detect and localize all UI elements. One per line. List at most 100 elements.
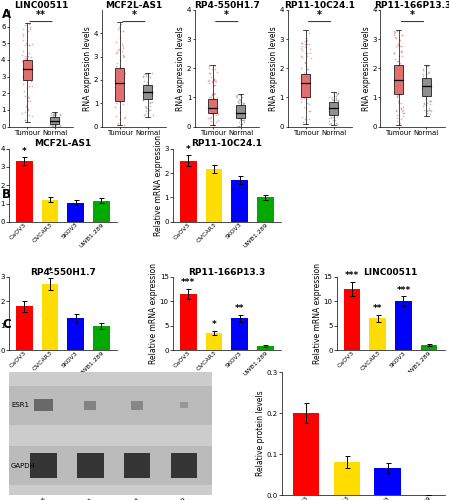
Point [208, 102, 216, 110]
Point [325, 94, 332, 102]
Point [19, 80, 26, 88]
Text: A: A [2, 8, 11, 20]
Point [121, 114, 128, 122]
Point [394, 118, 401, 126]
Point [143, 103, 150, 111]
Bar [42, 284, 58, 350]
Point [394, 57, 401, 65]
Point [298, 52, 305, 60]
Bar [208, 99, 217, 114]
Point [299, 113, 306, 121]
Point [52, 122, 59, 130]
Point [21, 76, 28, 84]
Point [307, 54, 314, 62]
Point [143, 78, 150, 86]
Point [211, 89, 219, 97]
Point [50, 112, 57, 120]
Point [239, 99, 247, 107]
Point [211, 62, 219, 70]
Point [333, 98, 340, 106]
Point [116, 114, 123, 122]
Point [23, 66, 31, 74]
Y-axis label: Relative mRNA expression: Relative mRNA expression [149, 263, 158, 364]
Point [120, 52, 128, 60]
Y-axis label: RNA expression levels: RNA expression levels [269, 26, 278, 110]
Point [239, 120, 246, 128]
Point [398, 116, 405, 124]
Point [27, 72, 35, 80]
Bar [231, 180, 248, 222]
Point [111, 102, 119, 110]
Point [238, 93, 246, 101]
Point [118, 73, 125, 81]
Point [141, 86, 148, 94]
Point [119, 27, 127, 35]
Bar [16, 162, 33, 222]
Point [149, 69, 156, 77]
Point [392, 106, 400, 114]
Point [422, 96, 429, 104]
Bar [236, 104, 245, 118]
Point [25, 82, 32, 90]
Bar [394, 66, 403, 94]
Point [303, 36, 310, 44]
Point [299, 39, 306, 47]
Point [117, 56, 124, 64]
Point [207, 73, 214, 81]
Point [206, 69, 213, 77]
Point [239, 100, 247, 108]
Title: RP4-550H1.7: RP4-550H1.7 [30, 268, 96, 277]
Point [19, 72, 26, 80]
Point [240, 100, 247, 108]
Point [394, 98, 401, 106]
Point [392, 33, 399, 41]
Point [210, 102, 217, 110]
Point [144, 82, 151, 90]
Point [24, 52, 31, 60]
Point [239, 116, 246, 124]
Point [19, 57, 26, 65]
Point [302, 43, 309, 51]
Bar [42, 200, 58, 222]
Point [211, 75, 218, 83]
Point [305, 82, 312, 90]
Point [208, 66, 216, 74]
Point [297, 98, 304, 106]
Point [56, 116, 63, 124]
Point [398, 47, 405, 55]
Point [112, 82, 119, 90]
Point [209, 89, 216, 97]
Y-axis label: Relative mRNA expression: Relative mRNA expression [154, 134, 163, 235]
Bar [50, 118, 59, 124]
Point [424, 80, 431, 88]
Point [330, 108, 337, 116]
Point [329, 107, 336, 115]
Point [54, 118, 61, 126]
Text: *: * [410, 10, 415, 20]
Point [304, 92, 312, 100]
Point [113, 59, 120, 67]
Point [140, 72, 147, 80]
Point [149, 111, 156, 119]
Point [333, 106, 340, 114]
Point [333, 90, 340, 98]
Point [207, 108, 214, 116]
Point [50, 114, 57, 122]
Point [140, 112, 147, 120]
Point [394, 111, 401, 119]
Point [50, 111, 57, 119]
Point [304, 64, 311, 72]
Point [235, 98, 242, 106]
Point [426, 86, 433, 94]
Point [334, 102, 341, 110]
Point [19, 25, 26, 33]
Point [325, 114, 332, 122]
Point [303, 34, 310, 42]
Point [305, 76, 313, 84]
Text: C: C [2, 318, 11, 330]
Point [399, 68, 406, 76]
Point [394, 84, 401, 92]
Point [423, 100, 431, 108]
Point [327, 111, 335, 119]
Point [335, 88, 342, 96]
